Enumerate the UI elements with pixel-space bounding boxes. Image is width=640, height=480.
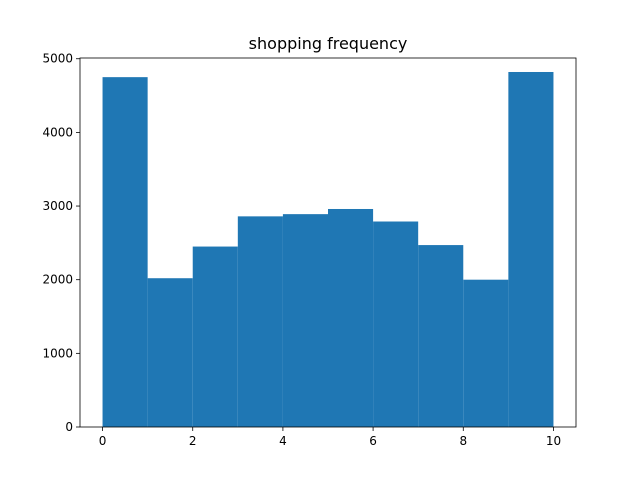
x-tick-label: 0 bbox=[99, 434, 107, 448]
x-tick-label: 10 bbox=[546, 434, 561, 448]
bar-6 bbox=[373, 221, 419, 427]
bars-group bbox=[102, 71, 554, 427]
bar-1 bbox=[147, 278, 193, 427]
bar-8 bbox=[463, 279, 509, 427]
bar-7 bbox=[418, 245, 464, 427]
y-tick-label: 5000 bbox=[42, 52, 73, 66]
axes-group: 0 2 4 6 8 10 0 1000 2000 3000 4000 5000 bbox=[42, 52, 577, 448]
y-tick-label: 3000 bbox=[42, 199, 73, 213]
x-tick-label: 6 bbox=[369, 434, 377, 448]
plot-frame bbox=[79, 57, 577, 428]
bar-5 bbox=[328, 208, 374, 427]
y-tick-label: 0 bbox=[65, 420, 73, 434]
bar-2 bbox=[192, 246, 238, 427]
x-tick-label: 2 bbox=[189, 434, 197, 448]
bar-4 bbox=[282, 214, 328, 427]
bar-9 bbox=[508, 71, 554, 427]
y-tick-label: 4000 bbox=[42, 125, 73, 139]
x-tick-label: 8 bbox=[459, 434, 467, 448]
y-tick-label: 1000 bbox=[42, 346, 73, 360]
bar-0 bbox=[102, 77, 148, 427]
bar-3 bbox=[237, 216, 283, 427]
y-tick-label: 2000 bbox=[42, 273, 73, 287]
x-tick-label: 4 bbox=[279, 434, 287, 448]
chart-title: shopping frequency bbox=[249, 34, 408, 53]
